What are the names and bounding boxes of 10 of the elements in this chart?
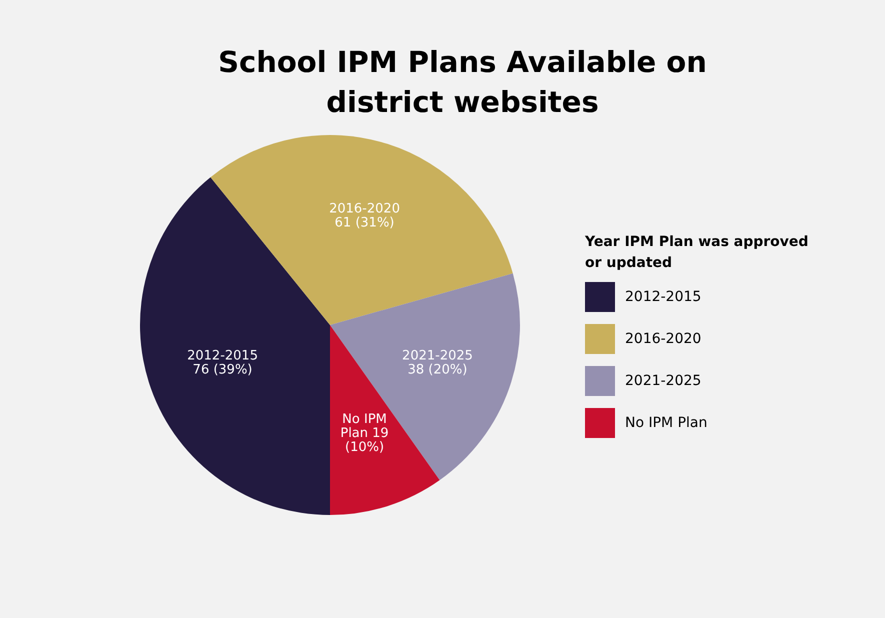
data-label: 2012-2015 76 (39%) (187, 348, 258, 378)
legend-label: 2012-2015 (625, 289, 702, 305)
legend-label: 2016-2020 (625, 331, 702, 347)
data-label: 2021-2025 38 (20%) (402, 348, 473, 378)
legend-title: Year IPM Plan was approved or updated (585, 233, 810, 273)
chart-title: School IPM Plans Available on district websites (217, 44, 708, 121)
legend-label: 2021-2025 (625, 373, 702, 389)
data-label: 2016-2020 61 (31%) (329, 202, 400, 231)
legend-label: No IPM Plan (625, 415, 708, 431)
data-label: No IPM Plan 19 (10%) (340, 412, 389, 456)
